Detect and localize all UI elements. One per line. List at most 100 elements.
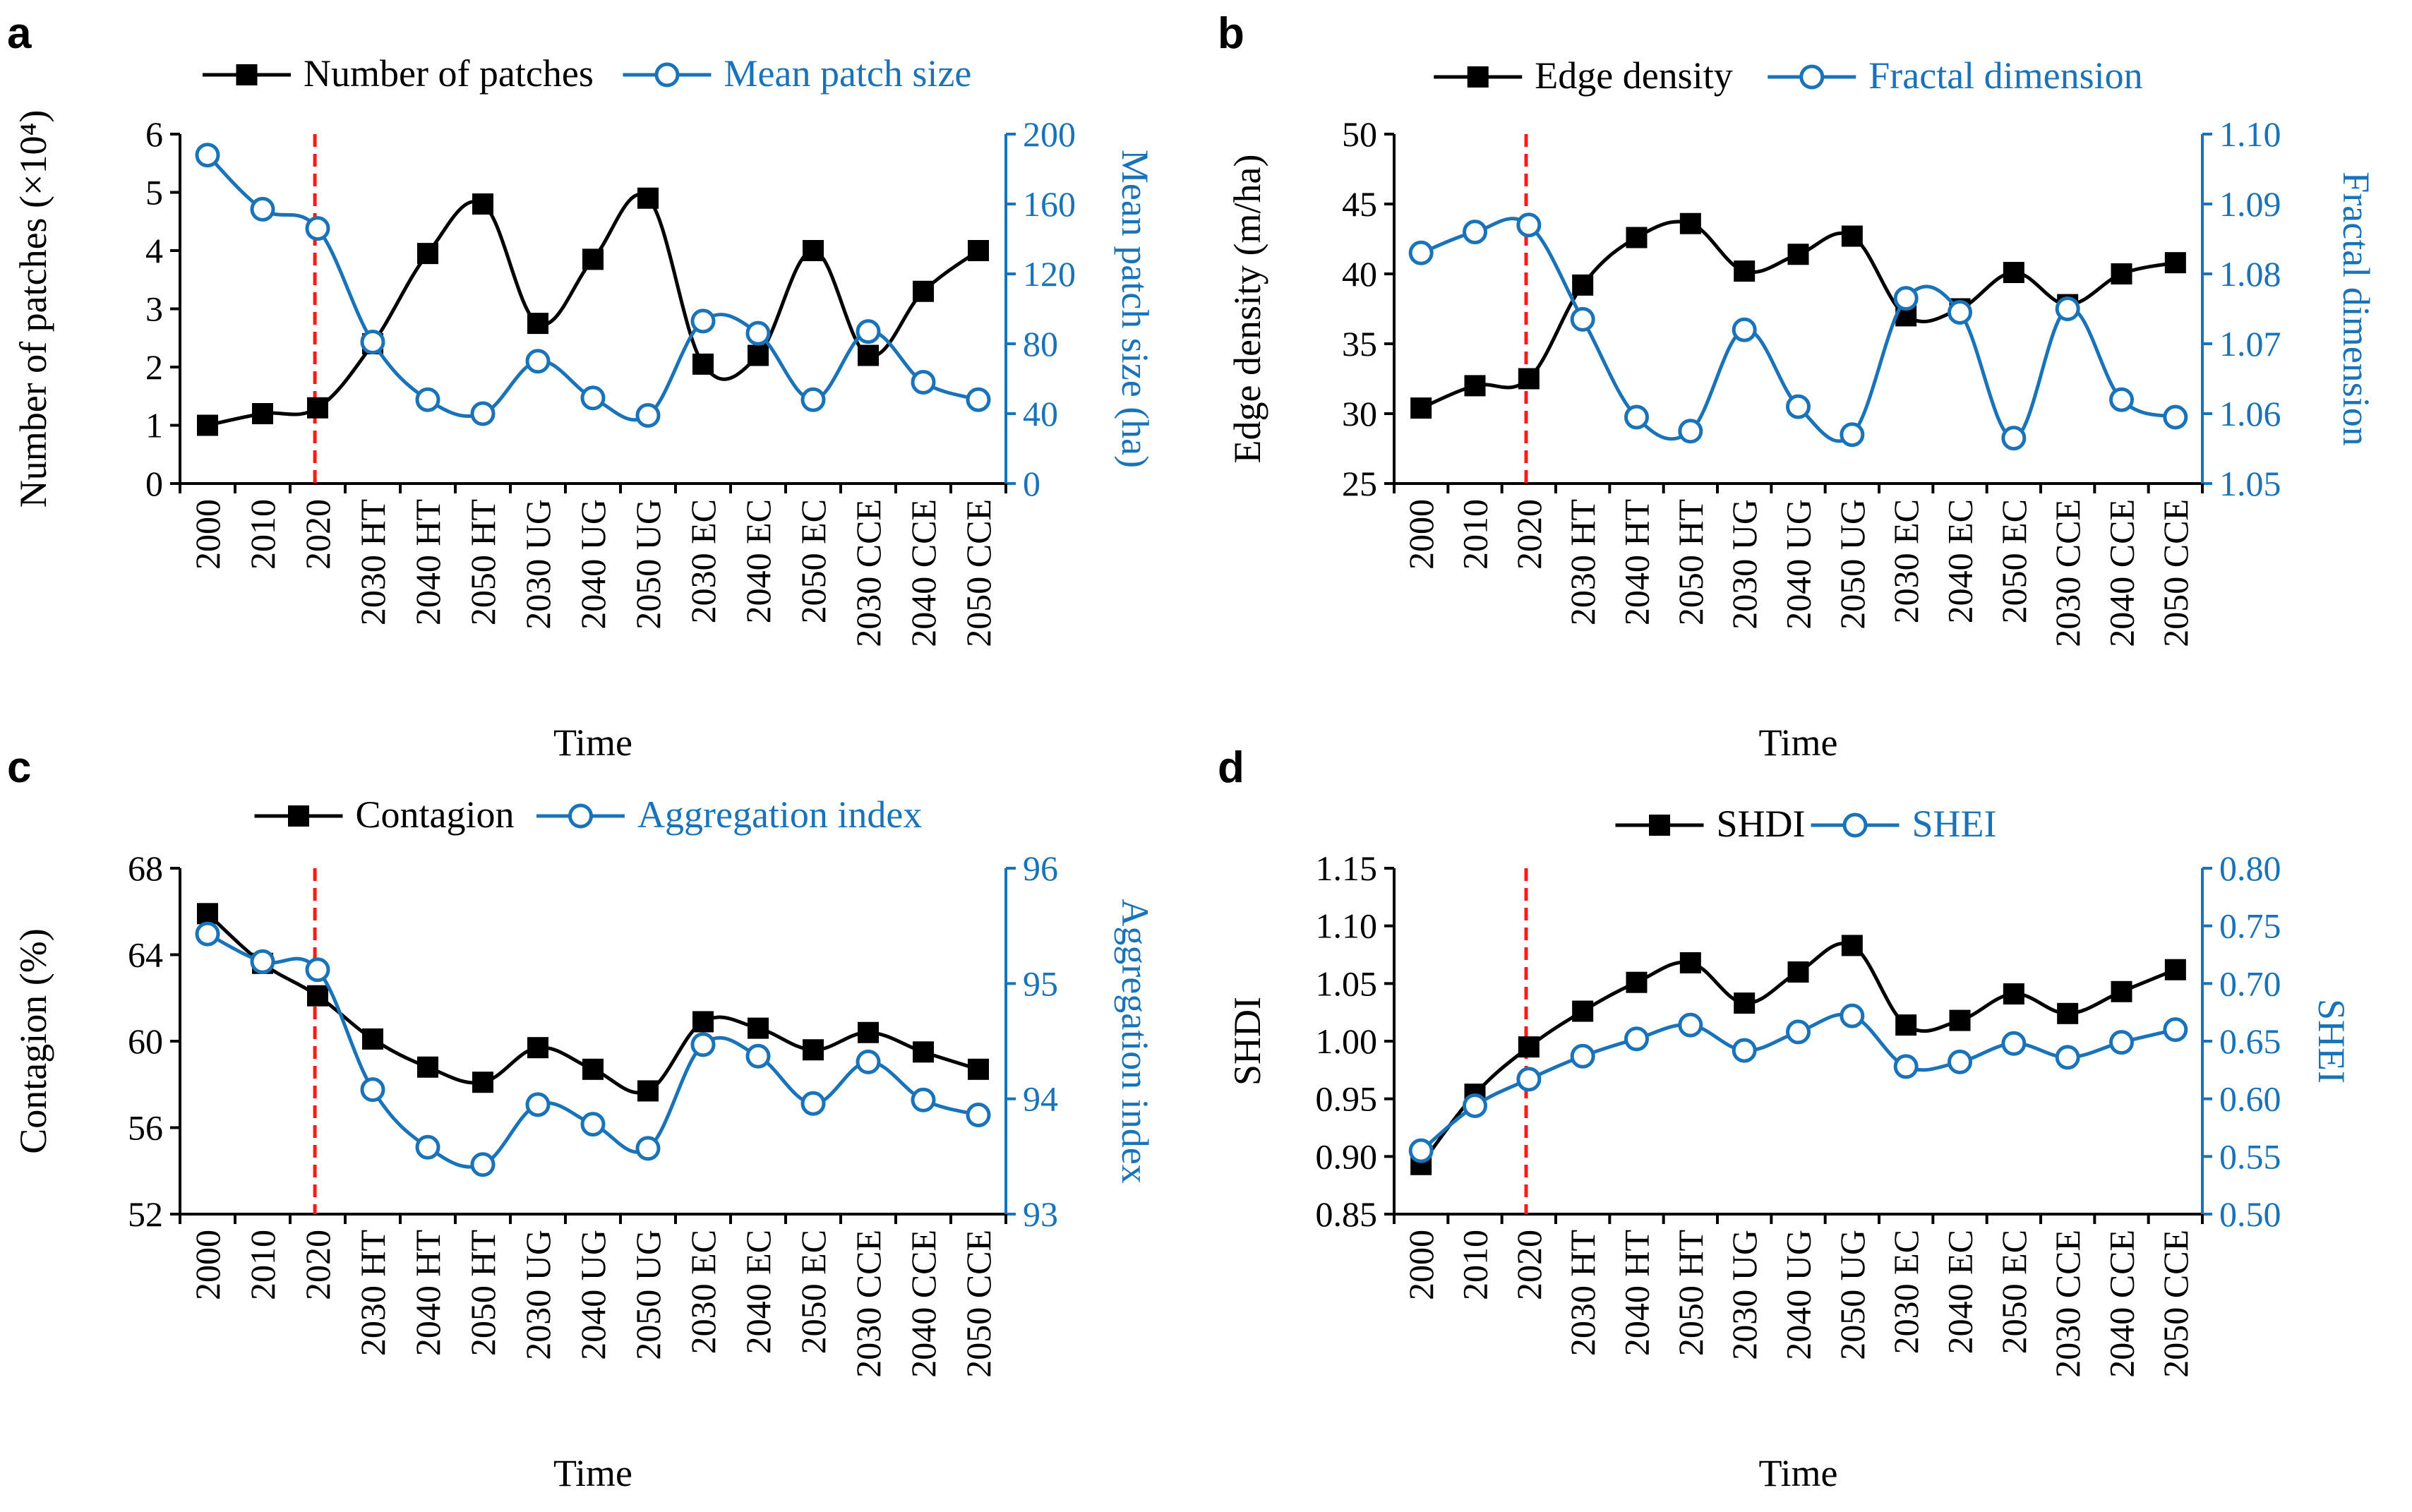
data-point-circle [635,402,661,428]
data-point-square [2003,983,2024,1005]
legend-label: Number of patches [304,52,594,95]
data-point-square [2057,1002,2079,1024]
x-tick-label: 2050 UG [1832,1230,1872,1360]
left-tick-label: 52 [128,1194,163,1234]
data-point-circle [580,385,606,411]
series-line-fractal-dimension [1420,217,2176,443]
legend: Contagion Aggregation index [254,793,922,836]
data-point-circle [2109,387,2134,412]
data-point-circle [966,1103,991,1128]
x-tick-label: 2010 [243,499,282,570]
data-point-square [1464,375,1486,397]
data-point-square [1787,961,1809,983]
legend-marker-square [1649,815,1670,836]
data-point-circle [470,401,496,426]
x-tick-label: 2030 HT [1563,499,1602,625]
data-point-circle [1408,1138,1434,1163]
data-point-circle [690,308,716,334]
data-point-square [1679,212,1701,234]
data-point-circle [1408,240,1434,265]
data-point-circle [580,1112,606,1137]
right-tick-label: 0.75 [2219,906,2281,946]
left-axis-title: Number of patches (×10⁴) [12,110,54,508]
data-point-square [197,414,218,436]
left-tick-label: 3 [145,289,163,329]
data-point-circle [2055,296,2080,321]
data-point-circle [525,349,551,374]
left-tick-label: 1.05 [1316,964,1378,1003]
left-tick-label: 68 [128,848,163,888]
data-point-square [417,243,438,265]
x-tick-label: 2040 HT [408,1230,448,1356]
data-point-circle [800,387,826,412]
data-point-square [692,353,714,375]
data-point-square [858,344,879,366]
left-axis-title: Edge density (m/ha) [1226,155,1268,464]
right-tick-label: 1.05 [2219,464,2281,503]
data-point-square [1626,971,1648,993]
data-point-square [2164,959,2186,980]
x-tick-label: 2040 EC [738,1230,778,1354]
data-point-circle [1893,286,1919,311]
data-point-square [1841,935,1863,956]
data-point-square [637,187,659,209]
data-point-circle [1948,299,1972,325]
x-tick-label: 2040 EC [738,499,778,623]
x-tick-label: 2010 [1456,1230,1495,1300]
x-tick-label: 2040 UG [573,1230,613,1360]
panel-label: c [7,743,31,792]
x-axis-title: Time [1758,721,1837,764]
x-tick-label: 2050 UG [1832,499,1872,630]
x-tick-label: 2050 HT [1671,499,1710,625]
data-point-circle [195,921,220,947]
data-point-circle [250,196,275,222]
legend: Edge density Fractal dimension [1434,54,2143,97]
right-tick-label: 94 [1023,1079,1058,1119]
x-tick-label: 2050 HT [463,1230,503,1356]
x-tick-label: 2030 EC [1886,1230,1926,1354]
chart-panel-b: b 25 30 35 40 45 50 1.05 1.06 1.07 1.08 1.09 1.10 200… [1218,9,2377,764]
data-point-square [307,397,328,419]
x-tick-label: 2030 CCE [2048,499,2087,647]
x-tick-label: 2010 [243,1230,282,1300]
right-axis-title: Aggregation index [1114,899,1156,1183]
legend-label: SHDI [1717,803,1806,845]
data-point-square [692,1011,714,1033]
data-point-square [1895,1014,1917,1036]
panel-label: b [1218,9,1244,58]
legend-label: Edge density [1535,54,1732,97]
data-point-circle [1732,1038,1757,1063]
data-point-circle [2001,1031,2027,1056]
data-point-circle [415,1134,440,1160]
x-tick-label: 2040 HT [1617,1230,1657,1356]
data-point-circle [1624,404,1649,430]
legend-label: Aggregation index [637,793,922,836]
data-point-circle [1678,1012,1703,1038]
data-point-circle [195,143,220,168]
left-tick-label: 1.10 [1316,906,1378,946]
data-point-circle [360,330,385,355]
right-tick-label: 1.10 [2219,114,2281,154]
x-axis-title: Time [1758,1452,1837,1494]
x-tick-label: 2040 EC [1940,499,1980,623]
x-tick-label: 2030 UG [518,499,558,630]
x-tick-label: 2030 CCE [848,499,888,647]
data-point-square [2111,980,2132,1002]
data-point-square [1572,1000,1594,1022]
x-tick-label: 2050 CCE [959,1230,998,1378]
data-point-circle [1678,419,1703,444]
data-point-circle [1463,220,1487,245]
data-point-circle [305,957,330,983]
data-point-square [968,240,989,261]
x-tick-label: 2040 CCE [904,1230,943,1378]
left-tick-label: 0.85 [1316,1194,1378,1234]
data-point-circle [1463,1093,1487,1118]
left-tick-label: 4 [145,231,163,270]
data-point-square [913,280,934,302]
x-tick-label: 2050 UG [628,1230,668,1360]
legend: Number of patches Mean patch size [203,52,971,95]
data-point-circle [1786,394,1811,419]
x-tick-label: 2010 [1456,499,1495,570]
x-tick-label: 2030 HT [353,1230,392,1356]
right-tick-label: 1.08 [2219,254,2281,294]
